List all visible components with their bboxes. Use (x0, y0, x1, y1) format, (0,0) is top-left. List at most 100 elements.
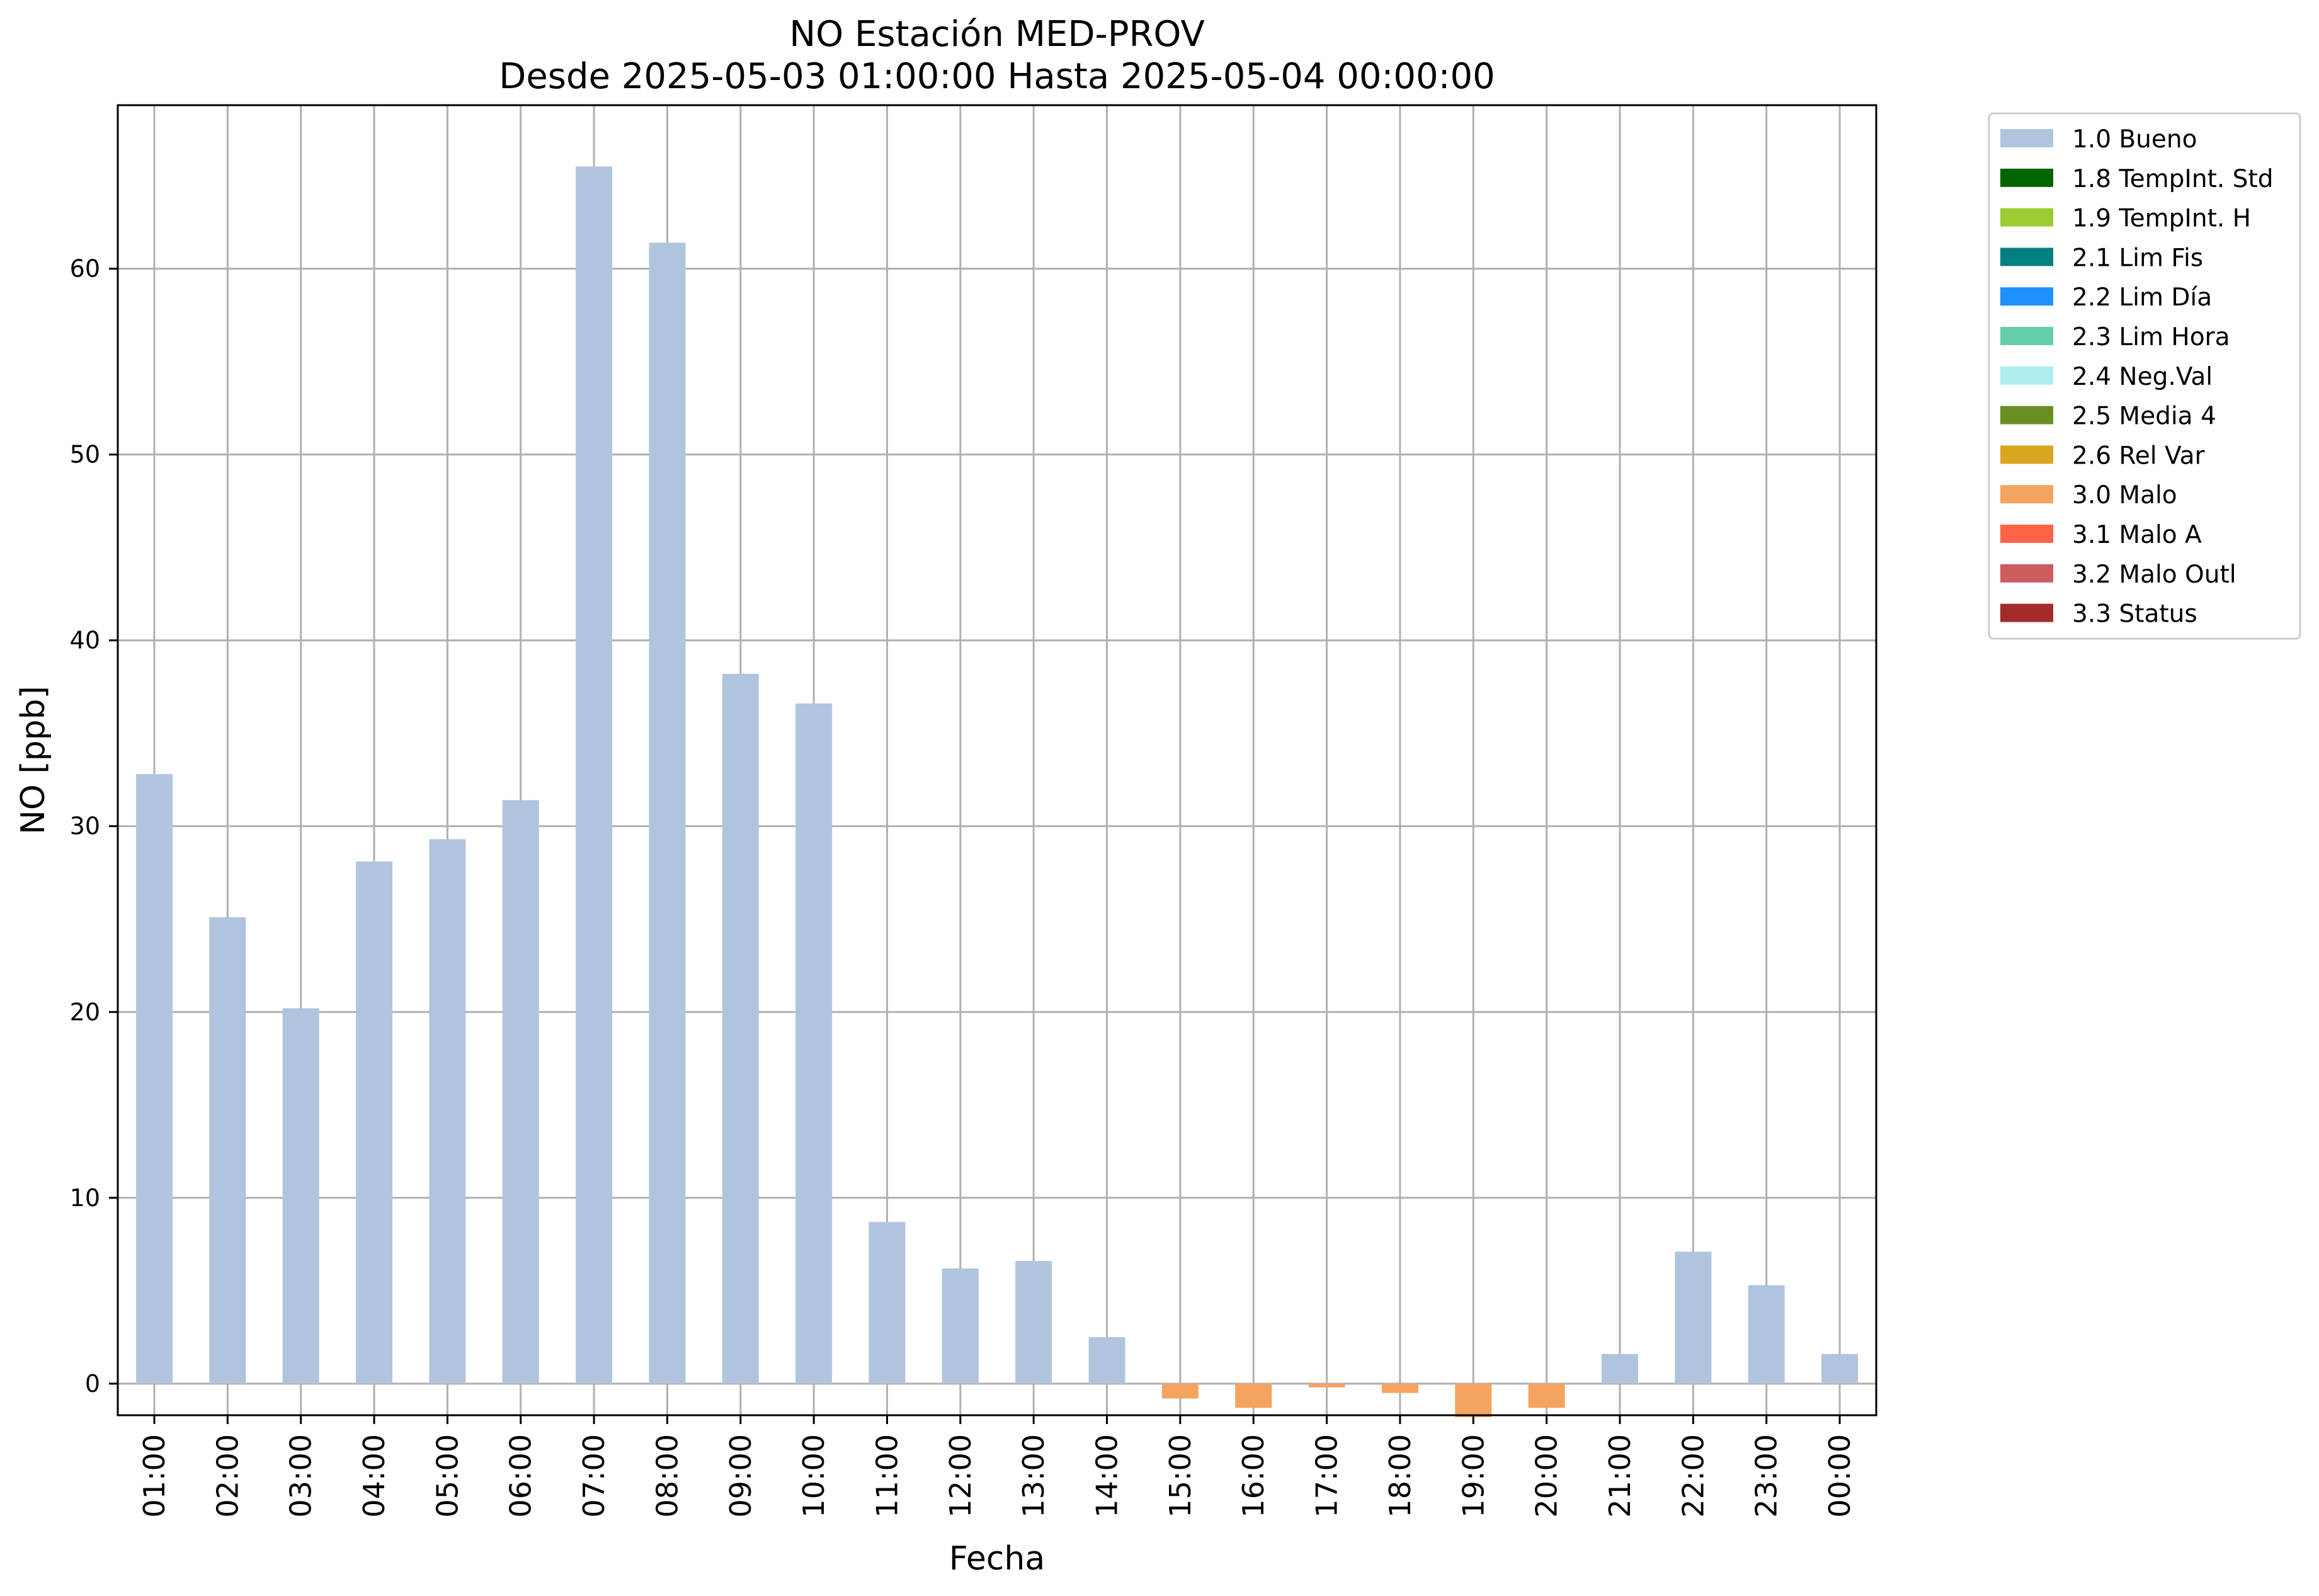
legend-item: 3.0 Malo (2000, 481, 2177, 510)
legend-label: 3.0 Malo (2072, 481, 2177, 510)
x-tick-label: 19:00 (1456, 1434, 1490, 1518)
x-tick-label: 22:00 (1676, 1434, 1710, 1518)
legend-item: 3.2 Malo Outl (2000, 561, 2236, 589)
x-tick-label: 23:00 (1750, 1434, 1784, 1518)
chart-subtitle: Desde 2025-05-03 01:00:00 Hasta 2025-05-… (499, 56, 1495, 97)
legend-item: 3.3 Status (2000, 600, 2197, 629)
legend-swatch (2000, 327, 2053, 345)
bar (1235, 1383, 1272, 1408)
legend-item: 1.9 TempInt. H (2000, 205, 2251, 233)
legend-swatch (2000, 406, 2053, 425)
x-tick-label: 11:00 (870, 1434, 904, 1518)
legend-swatch (2000, 168, 2053, 187)
axis-ticks: 01:00 02:00 03:00 04:00 05:00 06:00 07:00 08:00… (70, 255, 1857, 1518)
x-axis-label: Fecha (949, 1540, 1045, 1578)
bar (282, 1008, 319, 1384)
legend-item: 2.3 Lim Hora (2000, 323, 2230, 351)
bar (576, 166, 613, 1384)
legend-swatch (2000, 366, 2053, 385)
legend: 1.0 Bueno 1.8 TempInt. Std 1.9 TempInt. H 2… (1988, 112, 2301, 640)
legend-swatch (2000, 129, 2053, 147)
bar (1088, 1337, 1125, 1384)
x-tick-label: 05:00 (430, 1434, 464, 1518)
legend-item: 3.1 Malo A (2000, 521, 2202, 549)
bar (356, 861, 393, 1384)
legend-label: 1.9 TempInt. H (2072, 205, 2251, 233)
legend-label: 3.2 Malo Outl (2072, 561, 2236, 589)
x-tick-label: 06:00 (504, 1434, 538, 1518)
legend-item: 2.5 Media 4 (2000, 402, 2216, 431)
x-tick-label: 01:00 (137, 1434, 171, 1518)
legend-item: 1.0 Bueno (2000, 125, 2197, 154)
bar (795, 704, 833, 1384)
x-tick-label: 08:00 (650, 1434, 684, 1518)
y-tick-label: 50 (70, 441, 100, 469)
x-tick-label: 02:00 (210, 1434, 244, 1518)
legend-swatch (2000, 208, 2053, 227)
x-tick-label: 21:00 (1603, 1434, 1637, 1518)
legend-swatch (2000, 525, 2053, 543)
x-tick-label: 13:00 (1017, 1434, 1051, 1518)
legend-swatch (2000, 603, 2053, 622)
plot-frame (117, 104, 1877, 1416)
bar (1161, 1383, 1199, 1399)
bar (1308, 1383, 1345, 1388)
legend-swatch (2000, 287, 2053, 306)
legend-label: 2.5 Media 4 (2072, 402, 2216, 431)
bar (1015, 1261, 1052, 1384)
y-tick-label: 60 (70, 255, 100, 283)
x-tick-label: 07:00 (577, 1434, 611, 1518)
x-tick-label: 10:00 (797, 1434, 831, 1518)
y-tick-label: 40 (70, 627, 100, 654)
x-tick-label: 17:00 (1310, 1434, 1344, 1518)
bar (722, 673, 759, 1384)
bar (1455, 1383, 1492, 1417)
x-tick-label: 15:00 (1163, 1434, 1197, 1518)
bar (942, 1268, 979, 1384)
legend-item: 2.6 Rel Var (2000, 442, 2206, 470)
bar (1821, 1354, 1858, 1384)
legend-swatch (2000, 485, 2053, 504)
y-tick-label: 30 (70, 812, 100, 840)
legend-label: 2.1 Lim Fis (2072, 244, 2203, 272)
bar (869, 1222, 906, 1384)
x-tick-label: 16:00 (1236, 1434, 1270, 1518)
legend-swatch (2000, 445, 2053, 464)
legend-item: 2.2 Lim Día (2000, 283, 2212, 312)
legend-frame (1988, 112, 2301, 640)
bar (1675, 1251, 1712, 1384)
bar (649, 242, 686, 1384)
x-tick-label: 04:00 (357, 1434, 391, 1518)
x-tick-label: 00:00 (1823, 1434, 1857, 1518)
legend-label: 2.3 Lim Hora (2072, 323, 2230, 351)
legend-label: 2.6 Rel Var (2072, 442, 2206, 470)
bar (429, 839, 466, 1384)
y-tick-label: 10 (70, 1184, 100, 1212)
x-tick-label: 14:00 (1090, 1434, 1124, 1518)
bar (1601, 1354, 1638, 1384)
bar (502, 800, 539, 1384)
y-tick-label: 20 (70, 998, 100, 1026)
legend-item: 2.4 Neg.Val (2000, 363, 2213, 391)
bar (136, 774, 173, 1384)
legend-label: 2.4 Neg.Val (2072, 363, 2213, 391)
chart-title: NO Estación MED-PROV (789, 14, 1205, 55)
x-tick-label: 18:00 (1383, 1434, 1417, 1518)
bar-series (136, 166, 1858, 1417)
x-tick-label: 12:00 (943, 1434, 977, 1518)
x-tick-label: 03:00 (284, 1434, 318, 1518)
bar (1528, 1383, 1565, 1408)
legend-label: 3.3 Status (2072, 600, 2197, 629)
x-tick-label: 09:00 (724, 1434, 758, 1518)
bar (1381, 1383, 1418, 1393)
legend-label: 2.2 Lim Día (2072, 283, 2212, 312)
grid-lines (118, 105, 1876, 1415)
legend-item: 2.1 Lim Fis (2000, 244, 2203, 272)
legend-item: 1.8 TempInt. Std (2000, 165, 2273, 193)
legend-label: 1.8 TempInt. Std (2072, 165, 2273, 193)
y-tick-label: 0 (85, 1370, 100, 1398)
y-axis-label: NO [ppb] (14, 686, 52, 835)
legend-swatch (2000, 564, 2053, 583)
legend-label: 3.1 Malo A (2072, 521, 2202, 549)
